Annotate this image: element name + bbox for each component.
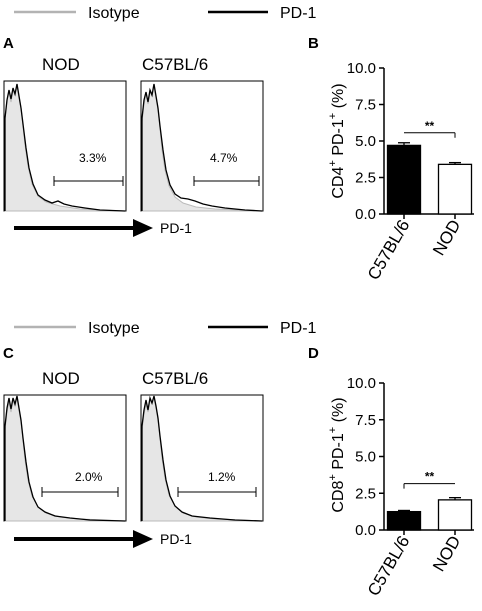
- y-axis-title-sup: +: [327, 427, 339, 433]
- y-axis-title-mid: PD-1: [330, 433, 347, 474]
- x-tick-label: NOD: [429, 533, 464, 575]
- hist-c2-sample-label: C57BL/6: [142, 369, 208, 388]
- panel-letter-c: C: [3, 345, 14, 362]
- isotype-histogram-fill: [4, 397, 126, 522]
- y-axis-title-sup: +: [327, 113, 339, 119]
- y-tick-label: 7.5: [355, 412, 376, 429]
- significance-label: **: [425, 470, 435, 484]
- histogram-a-c57bl6: 4.7%: [140, 80, 264, 212]
- panel-letter-d: D: [308, 345, 319, 362]
- hist-a1-sample-label: NOD: [42, 55, 80, 74]
- bar: [437, 499, 473, 531]
- histogram-c-c57bl6: 1.2%: [140, 394, 264, 522]
- isotype-histogram-fill: [141, 85, 263, 212]
- isotype-histogram-fill: [141, 396, 263, 522]
- y-axis-title-mid: PD-1: [330, 119, 347, 160]
- bar: [386, 144, 422, 215]
- isotype-histogram-fill: [4, 85, 126, 212]
- y-tick-label: 0.0: [355, 522, 376, 539]
- y-axis-title: CD8+ PD-1+ (%): [327, 397, 347, 512]
- pd1-histogram-line: [4, 395, 126, 522]
- svg-text:CD8+ PD-1+ (%): CD8+ PD-1+ (%): [327, 397, 347, 512]
- arrow-label: PD-1: [160, 220, 192, 236]
- panel-letter-b: B: [308, 35, 319, 52]
- y-axis-title-sup: +: [327, 160, 339, 166]
- y-axis-title-main: CD8: [330, 480, 347, 512]
- gate-percent-label: 2.0%: [75, 470, 103, 484]
- x-tick-label: C57BL/6: [364, 533, 414, 600]
- gate-percent-label: 4.7%: [210, 151, 238, 165]
- legend-isotype-label: Isotype: [88, 320, 140, 337]
- y-tick-label: 0.0: [355, 206, 376, 223]
- y-axis-title-unit: (%): [330, 83, 347, 112]
- pd1-axis-arrow-a: PD-1: [14, 219, 192, 237]
- y-tick-label: 10.0: [347, 60, 376, 77]
- bar: [437, 163, 473, 215]
- y-tick-label: 2.5: [355, 170, 376, 187]
- y-axis-title-main: CD4: [330, 166, 347, 198]
- svg-text:CD4+ PD-1+ (%): CD4+ PD-1+ (%): [327, 83, 347, 198]
- hist-c1-sample-label: NOD: [42, 369, 80, 388]
- gate-percent-label: 1.2%: [208, 470, 236, 484]
- pd1-axis-arrow-c: PD-1: [14, 530, 192, 548]
- x-tick-label: C57BL/6: [364, 217, 414, 284]
- hist-a2-sample-label: C57BL/6: [142, 55, 208, 74]
- arrowhead: [133, 219, 153, 237]
- histogram-c-nod: 2.0%: [3, 394, 127, 522]
- pd1-histogram-line: [4, 83, 126, 212]
- y-axis-title-unit: (%): [330, 397, 347, 426]
- arrow-label: PD-1: [160, 531, 192, 547]
- legend-isotype-label: Isotype: [88, 5, 140, 22]
- y-tick-label: 7.5: [355, 97, 376, 114]
- significance-label: **: [425, 119, 435, 133]
- histogram-a-nod: 3.3%: [3, 80, 127, 212]
- y-tick-label: 2.5: [355, 485, 376, 502]
- legend-pd1-label: PD-1: [280, 5, 317, 22]
- pd1-histogram-line: [141, 395, 263, 522]
- y-tick-label: 10.0: [347, 375, 376, 392]
- y-tick-label: 5.0: [355, 133, 376, 150]
- arrowhead: [133, 530, 153, 548]
- panel-letter-a: A: [3, 35, 14, 52]
- y-axis-title-sup: +: [327, 474, 339, 480]
- pd1-histogram-line: [141, 83, 263, 212]
- legend-middle: Isotype PD-1: [14, 320, 317, 337]
- gate-percent-label: 3.3%: [79, 151, 107, 165]
- legend-pd1-label: PD-1: [280, 320, 317, 337]
- y-axis-title: CD4+ PD-1+ (%): [327, 83, 347, 198]
- bar: [386, 510, 422, 531]
- y-tick-label: 5.0: [355, 449, 376, 466]
- legend-top: Isotype PD-1: [14, 5, 317, 22]
- x-tick-label: NOD: [429, 217, 464, 259]
